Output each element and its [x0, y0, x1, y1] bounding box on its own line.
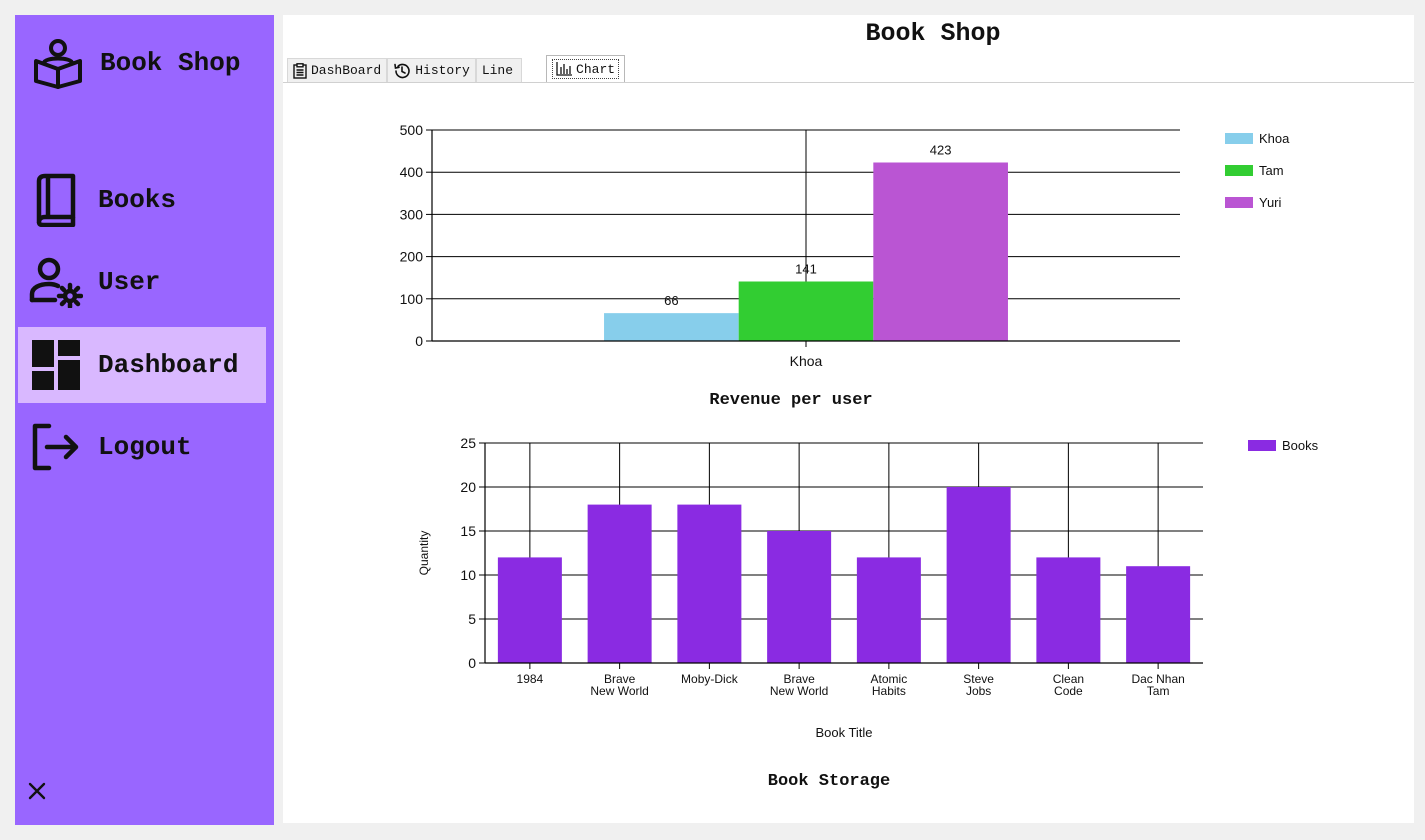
tab-dashboard[interactable]: DashBoard — [287, 58, 388, 82]
bar — [587, 504, 652, 663]
y-tick-label: 10 — [460, 567, 476, 583]
dashboard-icon — [26, 335, 86, 395]
sidebar-item-user[interactable]: User — [18, 244, 266, 320]
y-tick-label: 20 — [460, 479, 476, 495]
x-tick-label: Steve Jobs — [963, 672, 994, 698]
user-settings-icon — [26, 252, 86, 312]
x-tick-label: Moby-Dick — [681, 672, 739, 686]
y-tick-label: 100 — [400, 291, 424, 307]
y-tick-label: 200 — [400, 249, 424, 265]
bar — [767, 531, 832, 663]
sidebar: Book Shop Books User — [15, 15, 274, 825]
bar — [497, 557, 562, 663]
legend-label: Yuri — [1259, 195, 1282, 210]
chart-0: 0 100 200 300 400 500 66 141 423 Khoa Khoa Tam Yuri R… — [400, 122, 1290, 410]
tab-label: Chart — [576, 61, 616, 77]
bar — [1036, 557, 1101, 663]
tab-label: Line — [481, 63, 514, 78]
legend-swatch — [1225, 197, 1253, 208]
tab-label: DashBoard — [311, 63, 382, 78]
y-tick-label: 500 — [400, 122, 424, 138]
tab-line[interactable]: Line — [475, 58, 523, 82]
tab-chart[interactable]: Chart — [546, 55, 626, 82]
chart-title: Book Storage — [768, 772, 890, 791]
brand: Book Shop — [30, 33, 240, 93]
x-tick-label: Khoa — [790, 353, 823, 369]
tab-bar: DashBoard History Line — [287, 55, 626, 82]
bar — [677, 504, 742, 663]
bar — [873, 162, 1008, 341]
sidebar-item-books[interactable]: Books — [18, 162, 266, 238]
tab-history[interactable]: History — [387, 58, 476, 82]
bar — [946, 487, 1011, 663]
chart-tab-panel: 0 100 200 300 400 500 66 141 423 Khoa Khoa Tam Yuri R… — [283, 82, 1414, 823]
y-tick-label: 400 — [400, 164, 424, 180]
history-icon — [393, 62, 411, 80]
sidebar-item-label: Logout — [98, 432, 192, 462]
legend-label: Khoa — [1259, 131, 1290, 146]
x-tick-label: Brave New World — [770, 672, 828, 698]
bar — [856, 557, 921, 663]
x-tick-label: Brave New World — [590, 672, 648, 698]
y-tick-label: 25 — [460, 435, 476, 451]
close-icon[interactable] — [25, 779, 49, 803]
sidebar-item-label: Dashboard — [98, 350, 239, 380]
sidebar-item-dashboard[interactable]: Dashboard — [18, 327, 266, 403]
legend-swatch — [1225, 165, 1253, 176]
clipboard-icon — [293, 62, 307, 79]
bar — [1126, 566, 1191, 663]
legend-swatch — [1225, 133, 1253, 144]
logout-icon — [26, 417, 86, 477]
bar-chart-icon — [556, 62, 573, 76]
reader-book-icon — [30, 35, 86, 91]
legend-label: Books — [1282, 438, 1319, 453]
sidebar-item-label: Books — [98, 185, 177, 215]
x-tick-label: Atomic Habits — [871, 672, 908, 698]
y-tick-label: 0 — [468, 655, 476, 671]
brand-title: Book Shop — [100, 48, 241, 78]
sidebar-item-label: User — [98, 267, 161, 297]
charts-canvas: 010020030040050066141423KhoaKhoaTamYuriR… — [400, 122, 1319, 791]
x-tick-label: Clean Code — [1053, 672, 1084, 698]
data-label: 66 — [664, 293, 678, 308]
y-tick-label: 0 — [415, 333, 423, 349]
chart-title: Revenue per user — [709, 391, 872, 410]
chart-1: 0 5 10 15 20 25 1984 Brave New World Moby-Dick Bra… — [417, 435, 1319, 791]
y-tick-label: 5 — [468, 611, 476, 627]
data-label: 423 — [930, 142, 952, 157]
legend-label: Tam — [1259, 163, 1284, 178]
data-label: 141 — [795, 261, 817, 276]
bar — [738, 281, 874, 341]
legend-swatch — [1248, 440, 1276, 451]
y-tick-label: 300 — [400, 206, 424, 222]
x-tick-label: 1984 — [517, 672, 544, 686]
x-axis-label: Book Title — [815, 725, 872, 740]
book-icon — [26, 170, 86, 230]
x-tick-label: Dac Nhan Tam — [1131, 672, 1184, 698]
tab-label: History — [415, 63, 470, 78]
y-tick-label: 15 — [460, 523, 476, 539]
page-title: Book Shop — [865, 19, 1001, 48]
bar — [604, 313, 739, 341]
main-panel: Book Shop DashBoard History — [283, 15, 1414, 823]
y-axis-label: Quantity — [417, 531, 431, 576]
sidebar-item-logout[interactable]: Logout — [18, 409, 266, 485]
